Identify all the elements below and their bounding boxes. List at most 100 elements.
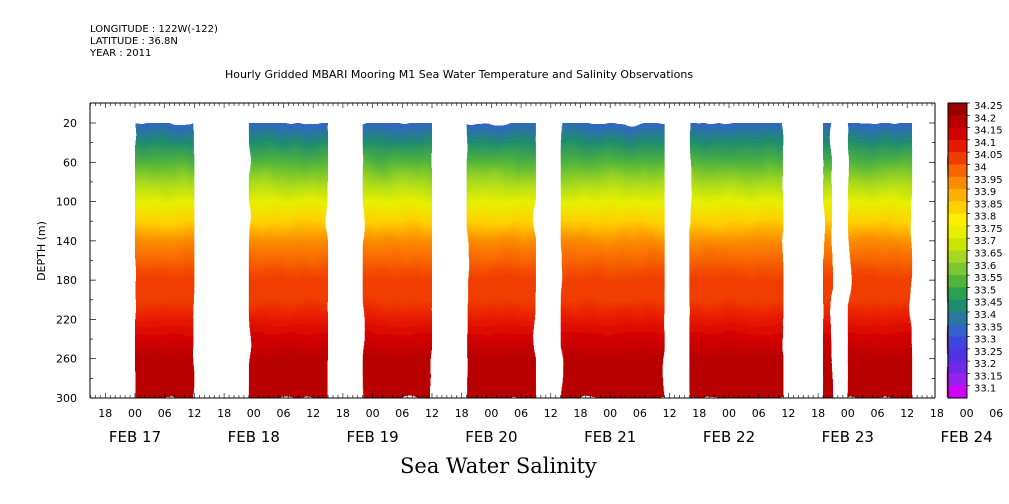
data-segment [248, 123, 329, 398]
y-axis-label: DEPTH (m) [35, 221, 48, 281]
colorbar-label: 33.6 [974, 261, 996, 272]
x-day-label: FEB 20 [465, 428, 517, 446]
chart-title: Hourly Gridded MBARI Mooring M1 Sea Wate… [225, 68, 694, 81]
x-day-label: FEB 22 [703, 428, 755, 446]
x-tick-label: 12 [900, 407, 914, 420]
x-day-label: FEB 23 [822, 428, 874, 446]
x-tick-label: 06 [752, 407, 766, 420]
colorbar-swatch [948, 262, 967, 276]
x-tick-label: 06 [395, 407, 409, 420]
x-tick-label: 06 [989, 407, 1003, 420]
colorbar-swatch [948, 275, 967, 288]
x-day-label: FEB 17 [109, 428, 161, 446]
colorbar-label: 33.95 [974, 175, 1003, 186]
salinity-field [560, 123, 665, 398]
colorbar-swatch [948, 189, 967, 202]
x-tick-label: 12 [781, 407, 795, 420]
salinity-field [823, 123, 833, 398]
y-tick-label: 220 [56, 313, 77, 326]
variable-label: Sea Water Salinity [400, 454, 597, 478]
colorbar-label: 34 [974, 162, 987, 173]
colorbar-swatch [948, 373, 967, 387]
salinity-field [689, 123, 784, 398]
colorbar-label: 33.15 [974, 371, 1003, 382]
colorbar-label: 33.2 [974, 359, 996, 370]
y-tick-label: 300 [56, 392, 77, 405]
x-tick-label: 18 [811, 407, 825, 420]
x-day-label: FEB 19 [346, 428, 398, 446]
data-segment [823, 123, 833, 398]
x-tick-label: 00 [366, 407, 380, 420]
y-tick-label: 20 [63, 117, 77, 130]
colorbar-label: 33.85 [974, 199, 1003, 210]
x-tick-label: 12 [544, 407, 558, 420]
colorbar-swatch [948, 336, 967, 350]
x-tick-label: 06 [158, 407, 172, 420]
salinity-field [362, 123, 432, 398]
colorbar-swatch [948, 348, 967, 362]
colorbar-swatch [948, 213, 967, 227]
colorbar-label: 34.05 [974, 150, 1003, 161]
colorbar-swatch [948, 201, 967, 215]
x-tick-label: 06 [871, 407, 885, 420]
salinity-field [248, 123, 329, 398]
colorbar-swatch [948, 238, 967, 251]
colorbar-label: 33.25 [974, 347, 1003, 358]
colorbar-label: 33.7 [974, 236, 996, 247]
colorbar-swatch [948, 176, 967, 190]
colorbar-swatch [948, 103, 967, 116]
x-tick-label: 00 [960, 407, 974, 420]
x-day-label: FEB 18 [228, 428, 280, 446]
y-tick-label: 60 [63, 156, 77, 169]
x-tick-label: 18 [574, 407, 588, 420]
x-tick-label: 12 [306, 407, 320, 420]
data-segment [847, 123, 913, 398]
colorbar-label: 33.35 [974, 322, 1003, 333]
y-tick-label: 180 [56, 274, 77, 287]
y-tick-label: 140 [56, 235, 77, 248]
colorbar-swatch [948, 250, 967, 264]
x-tick-label: 18 [455, 407, 469, 420]
colorbar-label: 33.45 [974, 298, 1003, 309]
x-tick-label: 12 [663, 407, 677, 420]
year-label: YEAR : 2011 [90, 48, 152, 59]
colorbar-label: 33.75 [974, 224, 1003, 235]
colorbar-label: 33.3 [974, 335, 996, 346]
salinity-field [466, 123, 536, 398]
x-tick-label: 18 [692, 407, 706, 420]
x-tick-label: 06 [514, 407, 528, 420]
data-segment [362, 123, 432, 398]
colorbar-label: 34.25 [974, 101, 1003, 112]
colorbar-swatch [948, 164, 967, 178]
colorbar-swatch [948, 299, 967, 313]
colorbar-swatch [948, 225, 967, 239]
x-tick-label: 00 [128, 407, 142, 420]
x-tick-label: 00 [247, 407, 261, 420]
colorbar-label: 33.65 [974, 249, 1003, 260]
y-tick-label: 260 [56, 353, 77, 366]
x-tick-label: 00 [484, 407, 498, 420]
salinity-field [847, 123, 913, 398]
colorbar-label: 33.8 [974, 212, 996, 223]
data-segment [466, 123, 536, 398]
colorbar-swatch [948, 127, 967, 141]
x-tick-label: 18 [98, 407, 112, 420]
colorbar-label: 33.1 [974, 384, 996, 395]
colorbar-swatch [948, 152, 967, 165]
x-tick-label: 06 [277, 407, 291, 420]
colorbar-label: 33.4 [974, 310, 996, 321]
x-tick-label: 18 [930, 407, 944, 420]
x-tick-label: 12 [187, 407, 201, 420]
x-tick-label: 00 [722, 407, 736, 420]
x-day-label: FEB 24 [940, 428, 992, 446]
x-tick-label: 18 [336, 407, 350, 420]
colorbar-swatch [948, 385, 967, 399]
colorbar-label: 34.15 [974, 126, 1003, 137]
colorbar-label: 34.2 [974, 113, 996, 124]
colorbar-swatch [948, 361, 967, 374]
x-tick-label: 00 [603, 407, 617, 420]
x-tick-label: 18 [217, 407, 231, 420]
x-day-label: FEB 21 [584, 428, 636, 446]
